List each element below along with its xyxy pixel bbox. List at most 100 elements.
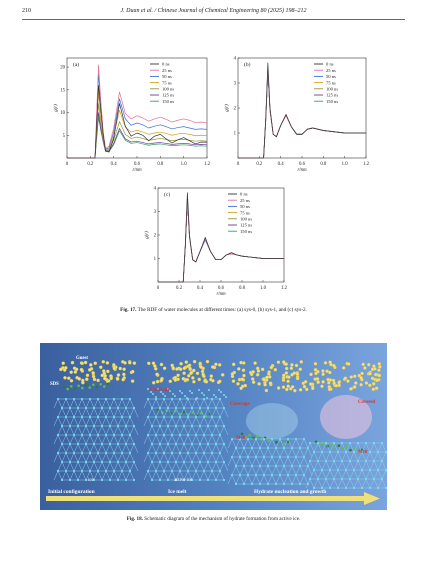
lattice-bond bbox=[239, 456, 245, 467]
guest-molecule bbox=[286, 379, 290, 384]
lattice-bond bbox=[147, 461, 153, 472]
lattice-bond bbox=[357, 442, 363, 453]
lattice-bond bbox=[291, 438, 297, 449]
water-oxygen bbox=[214, 460, 218, 464]
guest-molecule bbox=[282, 373, 286, 378]
lattice-bond bbox=[73, 452, 79, 463]
guest-molecule bbox=[61, 361, 65, 365]
water-oxygen bbox=[146, 451, 150, 455]
water-oxygen bbox=[146, 433, 150, 437]
melted-water bbox=[215, 396, 217, 398]
lattice-bond bbox=[275, 438, 281, 449]
lattice-bond bbox=[171, 398, 177, 409]
guest-molecule bbox=[231, 379, 236, 383]
lattice-bond bbox=[151, 425, 157, 436]
guest-molecule bbox=[83, 360, 88, 365]
lattice-bond bbox=[159, 461, 165, 472]
lattice-bond bbox=[203, 452, 209, 463]
water-oxygen bbox=[250, 464, 254, 468]
guest-molecule bbox=[63, 376, 67, 380]
ice-lattice-4 bbox=[305, 441, 387, 490]
lattice-bond bbox=[353, 451, 359, 462]
guest-molecule bbox=[256, 369, 261, 373]
water-oxygen bbox=[298, 446, 302, 450]
lattice-bond bbox=[231, 474, 237, 485]
legend-entry: 100 ns bbox=[240, 217, 252, 222]
guest-molecule bbox=[182, 366, 187, 371]
water-oxygen bbox=[108, 406, 112, 410]
lattice-bond bbox=[105, 425, 111, 436]
lattice-bond bbox=[219, 407, 225, 418]
water-oxygen bbox=[364, 477, 368, 481]
lattice-bond bbox=[65, 452, 71, 463]
lattice-bond bbox=[147, 470, 153, 481]
lattice-bond bbox=[195, 398, 201, 409]
water-oxygen bbox=[340, 459, 344, 463]
water-oxygen bbox=[100, 424, 104, 428]
lattice-bond bbox=[125, 470, 131, 481]
series-line bbox=[238, 70, 366, 159]
guest-molecule bbox=[147, 361, 151, 366]
guest-molecule bbox=[265, 375, 269, 380]
water-oxygen bbox=[262, 473, 266, 477]
water-oxygen bbox=[344, 468, 348, 472]
lattice-bond bbox=[163, 443, 169, 454]
lattice-bond bbox=[219, 443, 225, 454]
water-oxygen bbox=[210, 397, 214, 401]
lattice-bond bbox=[129, 416, 135, 427]
water-oxygen bbox=[320, 450, 324, 454]
lattice-bond bbox=[299, 474, 305, 485]
water-oxygen bbox=[222, 460, 226, 464]
lattice-bond bbox=[199, 452, 205, 463]
lattice-bond bbox=[81, 407, 87, 418]
sds-bead bbox=[70, 385, 73, 388]
lattice-bond bbox=[211, 434, 217, 445]
lattice-bond bbox=[89, 398, 95, 409]
lattice-bond bbox=[381, 451, 387, 462]
label-covered: Covered bbox=[358, 400, 376, 405]
lattice-bond bbox=[211, 407, 217, 418]
guest-molecule bbox=[375, 378, 379, 383]
water-oxygen bbox=[194, 433, 198, 437]
guest-molecule bbox=[199, 365, 204, 369]
lattice-bond bbox=[219, 416, 225, 427]
sds-bead bbox=[353, 447, 356, 450]
lattice-bond bbox=[215, 398, 221, 409]
lattice-bond bbox=[337, 469, 343, 480]
lattice-bond bbox=[195, 434, 201, 445]
water-oxygen bbox=[88, 451, 92, 455]
guest-molecule bbox=[201, 372, 205, 377]
sds-bead bbox=[77, 384, 80, 388]
lattice-bond bbox=[85, 452, 91, 463]
water-oxygen bbox=[218, 433, 222, 437]
guest-molecule bbox=[328, 360, 332, 364]
lattice-bond bbox=[109, 407, 115, 418]
water-oxygen bbox=[124, 478, 128, 482]
lattice-bond bbox=[191, 416, 197, 427]
water-oxygen bbox=[154, 397, 158, 401]
lattice-bond bbox=[215, 452, 221, 463]
water-oxygen bbox=[92, 460, 96, 464]
lattice-bond bbox=[329, 460, 335, 471]
water-oxygen bbox=[344, 486, 348, 490]
guest-molecule bbox=[69, 379, 74, 383]
lattice-bond bbox=[89, 443, 95, 454]
water-oxygen bbox=[360, 468, 364, 472]
lattice-bond bbox=[219, 425, 225, 436]
lattice-bond bbox=[259, 465, 265, 476]
water-oxygen bbox=[186, 433, 190, 437]
lattice-bond bbox=[151, 461, 157, 472]
lattice-bond bbox=[89, 461, 95, 472]
lattice-bond bbox=[321, 451, 327, 462]
water-oxygen bbox=[246, 473, 250, 477]
guest-molecule bbox=[102, 371, 107, 376]
lattice-bond bbox=[57, 452, 63, 463]
water-oxygen bbox=[104, 415, 108, 419]
melted-water bbox=[167, 388, 169, 390]
lattice-bond bbox=[171, 461, 177, 472]
y-tick-label: 1 bbox=[234, 132, 237, 137]
guest-molecule bbox=[153, 364, 157, 368]
lattice-bond bbox=[151, 470, 157, 481]
water-oxygen bbox=[294, 437, 298, 441]
water-oxygen bbox=[174, 442, 178, 446]
